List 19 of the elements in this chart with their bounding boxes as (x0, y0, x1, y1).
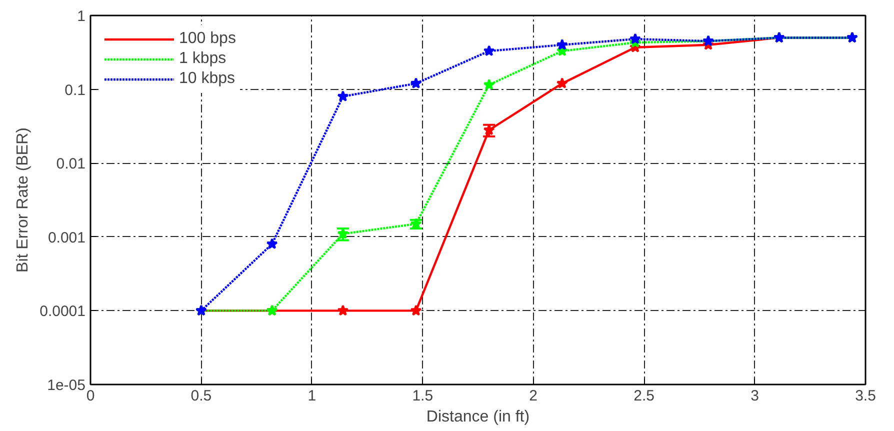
y-tick-label: 1 (77, 8, 86, 25)
y-axis-title: Bit Error Rate (BER) (14, 128, 32, 272)
y-tick-label: 0.0001 (40, 303, 86, 320)
y-tick-label: 1e-05 (47, 377, 86, 394)
x-tick-label: 2.5 (634, 388, 655, 404)
y-tick-label: 0.01 (56, 156, 86, 173)
x-tick-label: 1 (308, 388, 316, 404)
x-tick-label: 0 (86, 388, 95, 404)
x-tick-label: 3.5 (855, 388, 876, 404)
x-tick-label: 2 (529, 388, 538, 404)
x-axis-title: Distance (in ft) (426, 408, 530, 426)
legend-label: 100 bps (179, 30, 236, 48)
x-tick-label: 0.5 (190, 388, 212, 404)
y-tick-label: 0.1 (64, 82, 86, 99)
legend-label: 1 kbps (179, 50, 226, 68)
legend-label: 10 kbps (179, 70, 236, 88)
x-tick-label: 1.5 (412, 388, 434, 404)
y-tick-label: 0.001 (48, 229, 86, 246)
x-tick-label: 3 (750, 388, 759, 404)
